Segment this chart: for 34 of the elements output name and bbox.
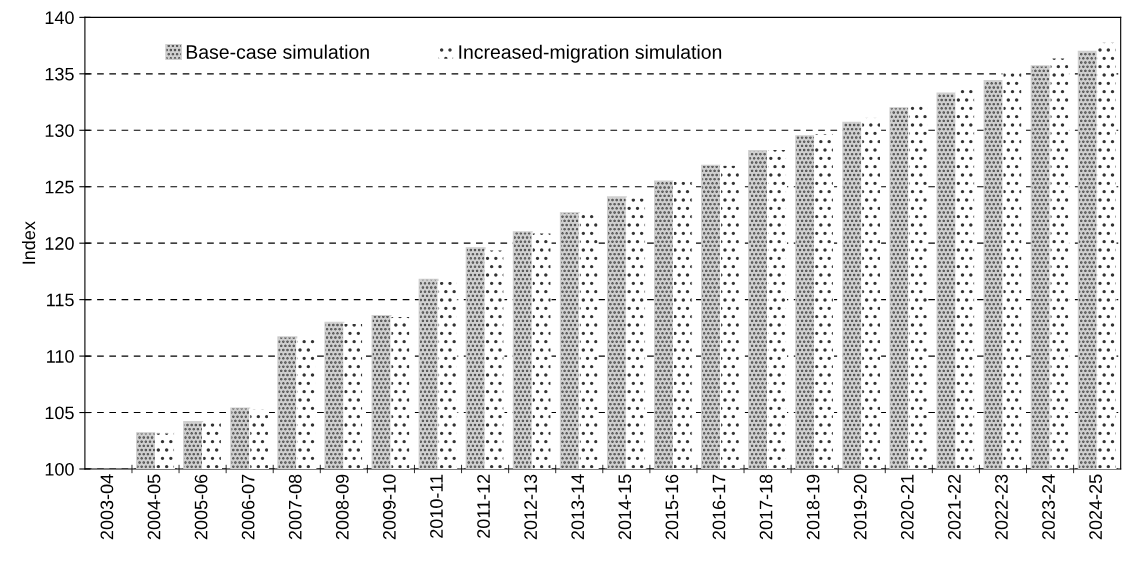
x-tick-label: 2005-06 (194, 474, 208, 540)
x-tick-label: 2012-13 (524, 474, 538, 540)
x-tick-label: 2019-20 (853, 474, 867, 540)
x-tick-label: 2023-24 (1042, 474, 1055, 540)
y-tick-label: 125 (45, 180, 74, 194)
y-tick-label: 120 (45, 237, 74, 250)
x-tick-label: 2013-14 (571, 474, 585, 540)
x-tick-label: 2022-23 (995, 474, 1008, 540)
x-tick-label: 2003-04 (100, 474, 114, 540)
y-axis-title: Index (21, 221, 36, 264)
x-tick-label: 2015-16 (665, 474, 679, 540)
y-tick-label: 100 (45, 462, 74, 476)
x-tick-label: 2006-07 (241, 474, 255, 540)
x-tick-label: 2010-11 (430, 474, 443, 538)
x-tick-label: 2021-22 (947, 474, 961, 540)
x-tick-label: 2004-05 (147, 474, 161, 540)
y-tick-label: 135 (45, 67, 74, 81)
x-tick-label: 2008-09 (335, 474, 349, 540)
y-tick-label: 130 (45, 124, 74, 137)
x-tick-label: 2009-10 (382, 474, 396, 540)
x-tick-label: 2020-21 (900, 474, 914, 540)
y-tick-label: 140 (45, 11, 74, 25)
x-tick-label: 2024-25 (1089, 474, 1102, 540)
y-tick-label: 110 (47, 350, 74, 363)
legend-label: Base-case simulation (186, 44, 369, 59)
x-tick-label: 2017-18 (759, 474, 773, 540)
legend-label: Increased-migration simulation (459, 44, 722, 63)
y-tick-label: 115 (47, 293, 74, 307)
x-tick-label: 2011-12 (477, 474, 490, 538)
x-tick-label: 2014-15 (618, 474, 632, 540)
x-tick-label: 2016-17 (712, 474, 726, 540)
x-tick-label: 2007-08 (288, 474, 302, 540)
y-tick-label: 105 (45, 406, 74, 420)
x-tick-label: 2018-19 (806, 474, 820, 540)
